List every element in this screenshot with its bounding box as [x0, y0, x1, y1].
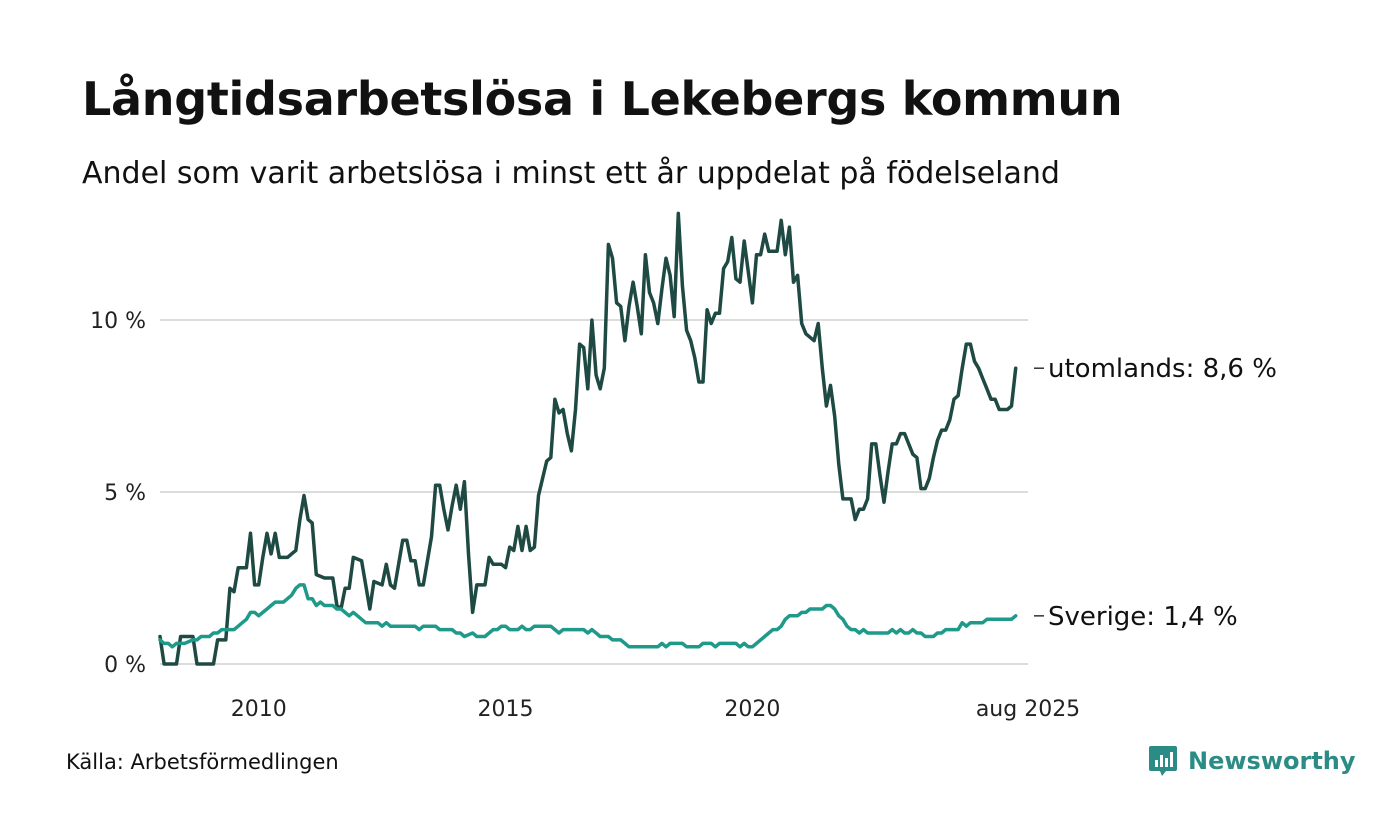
chart-subtitle: Andel som varit arbetslösa i minst ett å…: [82, 156, 1060, 191]
y-tick-label: 10 %: [90, 309, 146, 334]
chart-title: Långtidsarbetslösa i Lekebergs kommun: [82, 72, 1123, 126]
x-tick-label: aug 2025: [976, 697, 1080, 722]
newsworthy-logo-icon: [1149, 746, 1177, 776]
series-end-labels: utomlands: 8,6 % Sverige: 1,4 %: [1034, 354, 1277, 632]
gridlines: [160, 319, 1028, 665]
x-tick-label: 2010: [231, 697, 287, 722]
y-tick-label: 5 %: [104, 481, 146, 506]
brand-logo: Newsworthy: [1148, 744, 1356, 778]
series-lines: [158, 211, 1018, 666]
x-tick-label: 2015: [478, 697, 534, 722]
y-axis-ticks: 0 % 5 % 10 %: [90, 309, 146, 678]
brand-name: Newsworthy: [1188, 747, 1356, 775]
x-tick-label: 2020: [724, 697, 780, 722]
y-tick-label: 0 %: [104, 653, 146, 678]
x-axis-ticks: 2010 2015 2020 aug 2025: [231, 697, 1080, 722]
source-note: Källa: Arbetsförmedlingen: [66, 750, 339, 774]
series-end-label: Sverige: 1,4 %: [1048, 602, 1238, 632]
series-end-label: utomlands: 8,6 %: [1048, 354, 1277, 384]
series-line-sverige: [158, 583, 1018, 649]
